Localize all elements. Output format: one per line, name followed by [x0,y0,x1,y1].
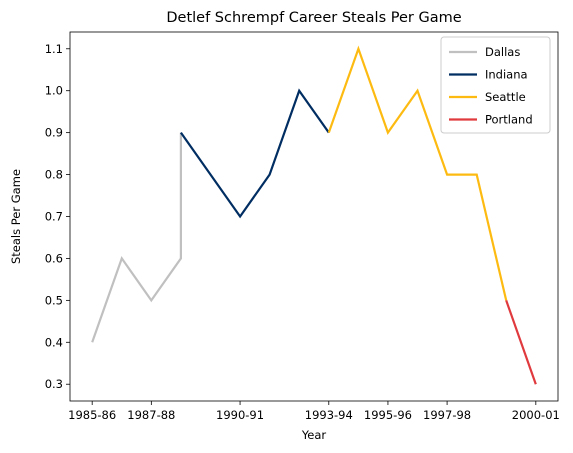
series-line-indiana [180,88,330,219]
y-tick-label: 0.8 [45,168,63,182]
y-tick-label: 0.6 [45,251,63,265]
x-tick-label: 1985-86 [68,408,116,422]
legend-label-seattle: Seattle [485,90,526,104]
y-axis-label: Steals Per Game [9,169,23,264]
legend-label-portland: Portland [485,113,533,127]
y-tick-label: 1.0 [45,84,63,98]
x-tick-label: 1993-94 [305,408,353,422]
y-tick-label: 0.9 [45,126,63,140]
x-axis-label: Year [301,428,327,442]
x-tick-label: 2000-01 [512,408,560,422]
x-tick-label: 1990-91 [216,408,264,422]
legend-label-indiana: Indiana [485,68,528,82]
series-line-dallas [91,132,182,343]
y-tick-label: 0.3 [45,377,63,391]
x-tick-label: 1987-88 [127,408,175,422]
x-tick-label: 1995-96 [364,408,412,422]
legend: Dallas Indiana Seattle Portland [440,36,551,134]
y-tick-label: 0.7 [45,210,63,224]
legend-label-dallas: Dallas [485,45,520,59]
series-line-seattle [327,45,508,301]
series-line-portland [505,300,537,385]
y-tick-label: 0.4 [45,335,63,349]
y-tick-label: 0.5 [45,293,63,307]
y-tick-label: 1.1 [45,42,63,56]
x-tick-label: 1997-98 [423,408,471,422]
legend-box [440,36,551,134]
chart-title: Detlef Schrempf Career Steals Per Game [166,10,461,26]
